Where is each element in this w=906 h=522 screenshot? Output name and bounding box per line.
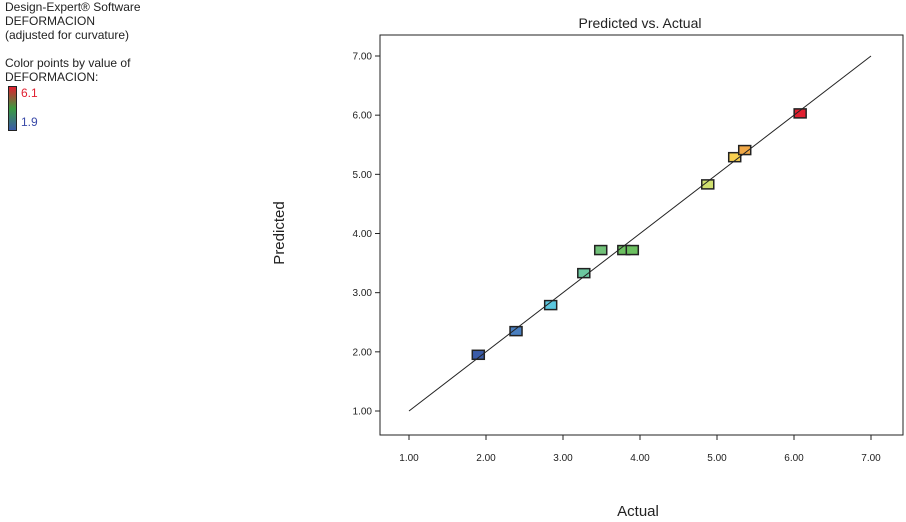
data-point — [577, 267, 591, 279]
reference-line — [408, 55, 872, 412]
x-tick-label: 6.00 — [784, 453, 804, 464]
data-point — [727, 151, 742, 163]
software-label: Design-Expert® Software — [5, 0, 141, 14]
y-tick-label: 3.00 — [353, 288, 373, 299]
x-tick-label: 7.00 — [861, 453, 881, 464]
y-axis-label: Predicted — [271, 201, 288, 264]
color-scale-bar — [8, 86, 17, 131]
data-point — [509, 325, 523, 337]
x-tick-label: 3.00 — [553, 453, 573, 464]
data-point — [701, 179, 715, 190]
x-tick-label: 5.00 — [707, 453, 727, 464]
data-point — [471, 349, 486, 361]
info-panel: Design-Expert® Software DEFORMACION (adj… — [5, 0, 141, 84]
y-tick-label: 5.00 — [353, 170, 373, 181]
color-scale-low: 1.9 — [21, 115, 38, 129]
data-point — [793, 108, 807, 119]
y-tick-label: 2.00 — [353, 347, 373, 358]
x-tick-label: 2.00 — [476, 453, 496, 464]
x-tick-label: 4.00 — [630, 453, 650, 464]
y-tick-label: 4.00 — [353, 229, 373, 240]
data-point — [737, 144, 752, 156]
y-tick-label: 1.00 — [353, 407, 373, 418]
response-label: DEFORMACION — [5, 14, 95, 28]
x-tick-label: 1.00 — [399, 453, 419, 464]
color-label-1: Color points by value of — [5, 56, 131, 70]
x-axis-label: Actual — [617, 503, 659, 520]
y-tick-label: 6.00 — [353, 111, 373, 122]
data-point — [543, 299, 558, 311]
color-label-2: DEFORMACION: — [5, 70, 99, 84]
plot-frame — [379, 34, 904, 436]
note-label: (adjusted for curvature) — [5, 28, 130, 42]
data-point — [625, 244, 640, 256]
color-scale-high: 6.1 — [21, 86, 38, 100]
chart-title: Predicted vs. Actual — [579, 15, 702, 31]
data-point — [593, 244, 608, 256]
y-tick-label: 7.00 — [353, 52, 373, 63]
